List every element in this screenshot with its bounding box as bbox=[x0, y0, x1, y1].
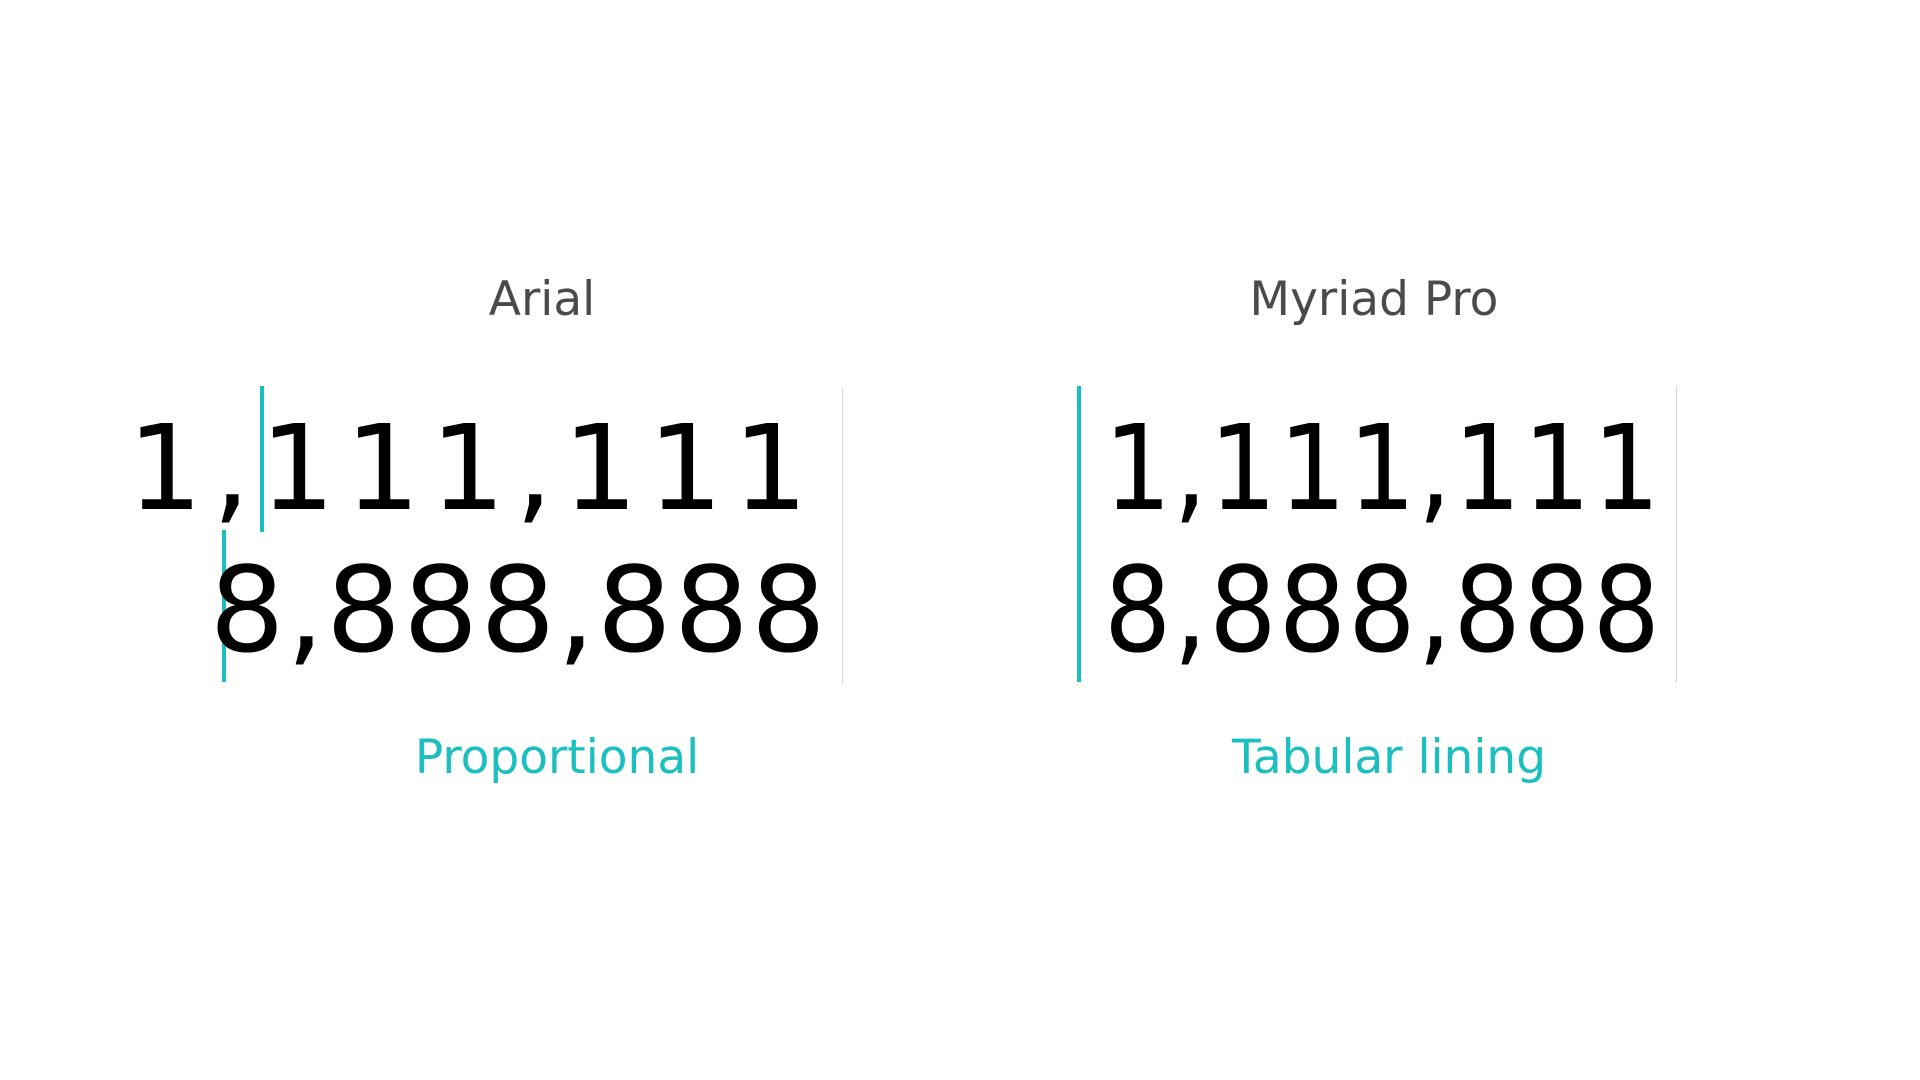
caption-tabular-lining: Tabular lining bbox=[1231, 730, 1547, 785]
number-proportional-ones: 1,111,111 bbox=[127, 399, 818, 537]
number-tabular-eights: 8,888,888 bbox=[1103, 541, 1662, 679]
right-edge-rule-right bbox=[1676, 386, 1677, 682]
number-proportional-eights: 8,888,888 bbox=[209, 541, 828, 679]
alignment-marker-left-row2 bbox=[222, 530, 226, 682]
right-edge-rule-left bbox=[842, 388, 843, 684]
alignment-marker-left-row1 bbox=[260, 386, 264, 532]
alignment-marker-right bbox=[1077, 386, 1081, 682]
number-tabular-ones: 1,111,111 bbox=[1103, 399, 1662, 537]
font-heading-arial: Arial bbox=[488, 272, 596, 327]
font-heading-myriad-pro: Myriad Pro bbox=[1249, 272, 1499, 327]
caption-proportional: Proportional bbox=[414, 730, 700, 785]
